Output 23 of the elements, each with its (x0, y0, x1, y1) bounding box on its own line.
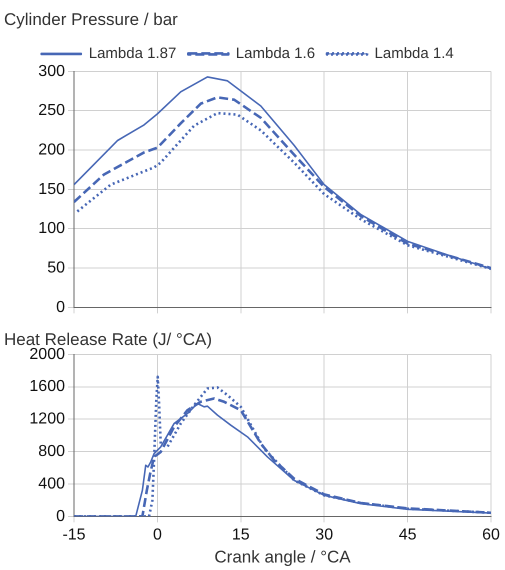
y-tick-label: 50 (47, 259, 66, 276)
y-tick-label: 1200 (29, 410, 66, 428)
x-tick-label: 45 (398, 526, 417, 544)
x-axis-title: Crank angle / °CA (214, 547, 352, 566)
legend-label: Lambda 1.4 (374, 45, 454, 62)
y-tick-label: 0 (56, 298, 66, 316)
y-tick-label: 0 (56, 508, 66, 525)
y-tick-label: 100 (38, 220, 66, 238)
y-tick-label: 1600 (29, 378, 66, 396)
chart-title: Cylinder Pressure / bar (4, 10, 178, 29)
x-tick-label: 60 (482, 526, 500, 544)
x-tick-label: -15 (62, 526, 86, 544)
x-tick-label: 0 (152, 526, 162, 544)
legend-label: Lambda 1.6 (236, 45, 316, 62)
y-tick-label: 300 (38, 62, 66, 80)
y-tick-label: 400 (38, 475, 66, 492)
x-tick-label: 15 (232, 526, 250, 544)
y-tick-label: 250 (38, 102, 66, 120)
y-tick-label: 150 (38, 180, 66, 198)
y-tick-label: 800 (38, 443, 66, 460)
x-tick-label: 30 (315, 526, 334, 544)
legend-label: Lambda 1.87 (88, 45, 176, 62)
y-tick-label: 200 (38, 141, 66, 158)
